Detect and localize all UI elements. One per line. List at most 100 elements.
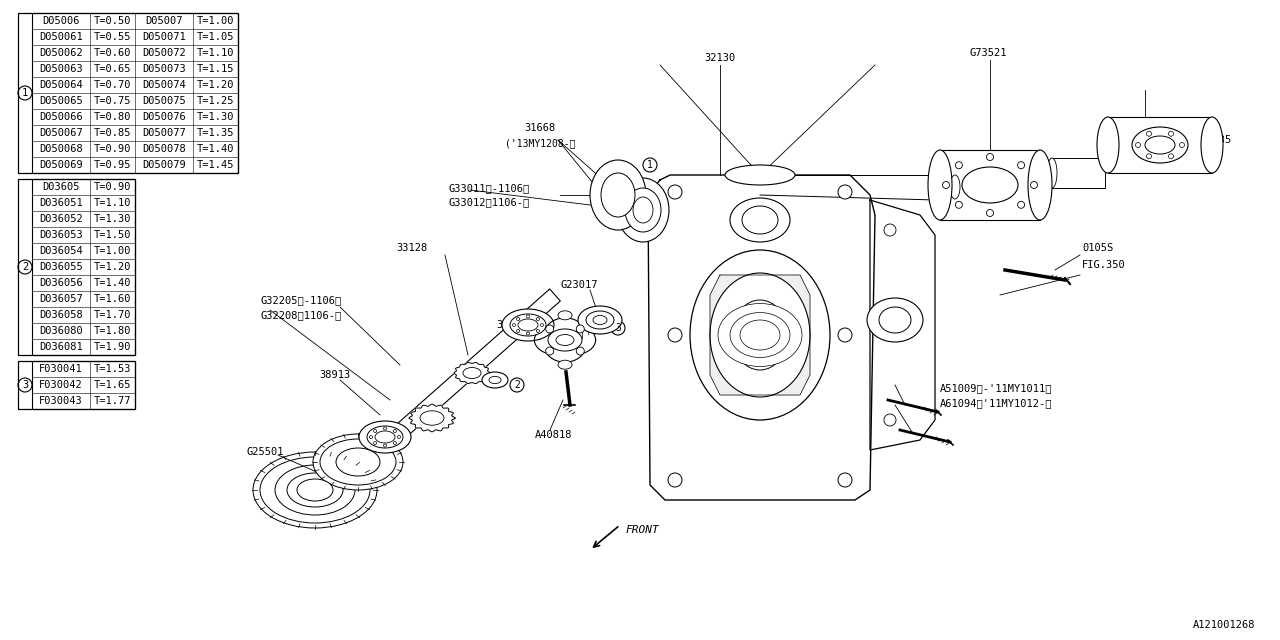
Text: G25501: G25501: [246, 447, 284, 457]
Ellipse shape: [690, 250, 829, 420]
Ellipse shape: [710, 273, 810, 397]
Text: A121001268: A121001268: [1193, 620, 1254, 630]
Circle shape: [1018, 202, 1024, 208]
Text: T=1.60: T=1.60: [93, 294, 132, 304]
Ellipse shape: [297, 479, 333, 501]
Ellipse shape: [879, 307, 911, 333]
Text: T=1.65: T=1.65: [93, 380, 132, 390]
Ellipse shape: [253, 452, 378, 528]
Circle shape: [1135, 143, 1140, 147]
Bar: [1108, 117, 1212, 173]
Text: D050072: D050072: [142, 48, 186, 58]
Text: D050063: D050063: [40, 64, 83, 74]
Circle shape: [517, 317, 520, 321]
Text: T=0.70: T=0.70: [93, 80, 132, 90]
Text: F030041: F030041: [40, 364, 83, 374]
Text: T=1.20: T=1.20: [93, 262, 132, 272]
Text: A61094（'11MY1012-）: A61094（'11MY1012-）: [940, 398, 1052, 408]
Circle shape: [536, 317, 539, 321]
Text: T=0.90: T=0.90: [93, 144, 132, 154]
Text: D036051: D036051: [40, 198, 83, 208]
Circle shape: [955, 202, 963, 208]
Text: 1: 1: [648, 160, 653, 170]
Text: T=1.50: T=1.50: [93, 230, 132, 240]
Text: T=0.55: T=0.55: [93, 32, 132, 42]
Text: 2: 2: [22, 262, 28, 272]
Text: T=1.30: T=1.30: [197, 112, 234, 122]
Ellipse shape: [335, 448, 380, 476]
Text: A51009（-'11MY1011）: A51009（-'11MY1011）: [940, 383, 1052, 393]
Text: T=0.80: T=0.80: [93, 112, 132, 122]
Ellipse shape: [724, 165, 795, 185]
Text: F030042: F030042: [40, 380, 83, 390]
Text: G33012（1106-）: G33012（1106-）: [448, 197, 529, 207]
Text: T=1.40: T=1.40: [93, 278, 132, 288]
Circle shape: [545, 347, 554, 355]
Polygon shape: [648, 175, 876, 500]
Ellipse shape: [586, 311, 614, 329]
Polygon shape: [570, 310, 600, 348]
Text: D05007: D05007: [145, 16, 183, 26]
Ellipse shape: [548, 329, 582, 351]
Circle shape: [1018, 162, 1024, 169]
Text: 1: 1: [22, 88, 28, 98]
Ellipse shape: [420, 411, 444, 425]
Text: G32208（1106-）: G32208（1106-）: [260, 310, 342, 320]
Ellipse shape: [1097, 117, 1119, 173]
Ellipse shape: [275, 465, 355, 515]
Circle shape: [540, 323, 544, 326]
Ellipse shape: [602, 173, 635, 217]
Circle shape: [909, 314, 922, 326]
Circle shape: [1169, 131, 1174, 136]
Circle shape: [384, 427, 387, 430]
Ellipse shape: [358, 421, 411, 453]
Circle shape: [1179, 143, 1184, 147]
Circle shape: [1147, 131, 1152, 136]
Ellipse shape: [1146, 136, 1175, 154]
Circle shape: [545, 325, 554, 333]
Ellipse shape: [558, 360, 572, 369]
Text: D050065: D050065: [40, 96, 83, 106]
Circle shape: [668, 328, 682, 342]
Circle shape: [942, 182, 950, 189]
Text: T=1.10: T=1.10: [197, 48, 234, 58]
Text: FIG.350: FIG.350: [1082, 260, 1125, 270]
Text: T=1.77: T=1.77: [93, 396, 132, 406]
Circle shape: [576, 325, 584, 333]
Text: D036052: D036052: [40, 214, 83, 224]
Circle shape: [374, 429, 376, 433]
Text: G73521: G73521: [969, 48, 1007, 58]
Ellipse shape: [579, 306, 622, 334]
Text: FRONT: FRONT: [625, 525, 659, 535]
Text: D050071: D050071: [142, 32, 186, 42]
Circle shape: [884, 224, 896, 236]
Ellipse shape: [740, 320, 780, 350]
Text: D036055: D036055: [40, 262, 83, 272]
Text: G32205（-1106）: G32205（-1106）: [260, 295, 342, 305]
Ellipse shape: [617, 178, 669, 242]
Text: D050069: D050069: [40, 160, 83, 170]
Circle shape: [838, 185, 852, 199]
Polygon shape: [710, 275, 810, 395]
Text: D050078: D050078: [142, 144, 186, 154]
Text: T=1.45: T=1.45: [197, 160, 234, 170]
Circle shape: [838, 328, 852, 342]
Text: D050073: D050073: [142, 64, 186, 74]
Circle shape: [955, 162, 963, 169]
Polygon shape: [394, 289, 561, 438]
Bar: [32, 361, 134, 409]
Text: D050074: D050074: [142, 80, 186, 90]
Bar: [1050, 158, 1105, 188]
Text: 32135: 32135: [1201, 135, 1231, 145]
Text: T=0.90: T=0.90: [93, 182, 132, 192]
Circle shape: [668, 473, 682, 487]
Circle shape: [1030, 182, 1038, 189]
Text: 33128: 33128: [397, 243, 428, 253]
Ellipse shape: [867, 298, 923, 342]
Text: D036058: D036058: [40, 310, 83, 320]
Ellipse shape: [1028, 150, 1052, 220]
Polygon shape: [535, 318, 595, 362]
Circle shape: [517, 330, 520, 333]
Text: T=0.85: T=0.85: [93, 128, 132, 138]
Text: D050079: D050079: [142, 160, 186, 170]
